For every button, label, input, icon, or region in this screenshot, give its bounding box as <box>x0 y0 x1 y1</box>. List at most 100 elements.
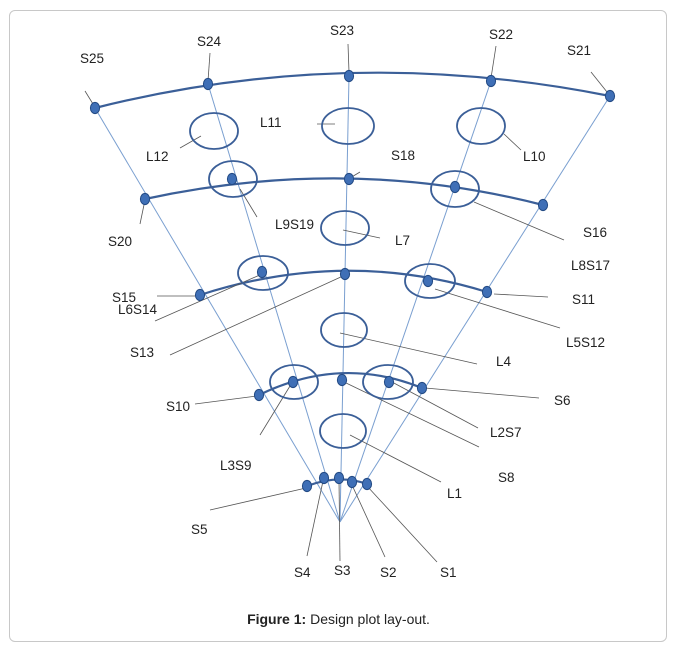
station-point-1 <box>89 101 101 115</box>
leader-line-10 <box>239 188 258 218</box>
station-point-12 <box>256 265 268 279</box>
station-point-24 <box>346 475 358 489</box>
leader-line-15 <box>493 293 549 298</box>
station-label-s25: S25 <box>80 51 104 66</box>
caption-label: Figure 1: <box>247 611 307 627</box>
leader-line-2 <box>207 52 211 82</box>
plot-ellipses <box>189 107 506 449</box>
station-label-s22: S22 <box>489 27 513 42</box>
station-point-2 <box>202 77 214 91</box>
plot-ellipse-8 <box>404 263 456 299</box>
station-point-22 <box>318 471 330 485</box>
diagram-labels: L1 L2S7 L3S9 L4 L5S12 L6S14 L7 L8S17 L9S19 L10 L11… <box>80 23 610 580</box>
leader-line-16 <box>154 273 263 322</box>
station-point-14 <box>422 274 434 288</box>
radial-line-2 <box>339 80 492 523</box>
leader-line-8 <box>503 133 522 151</box>
station-point-16 <box>253 388 265 402</box>
leader-line-23 <box>391 381 479 429</box>
station-label-s5: S5 <box>191 522 208 537</box>
station-point-11 <box>194 288 206 302</box>
leader-line-22 <box>259 385 291 436</box>
station-label-s24: S24 <box>197 34 222 49</box>
figure-caption: Figure 1: Design plot lay-out. <box>0 611 677 627</box>
leader-line-29 <box>366 485 438 563</box>
leader-line-3 <box>347 43 350 73</box>
plot-label-l8s17: L8S17 <box>571 258 610 273</box>
leader-line-21 <box>424 387 540 399</box>
plot-ellipse-10 <box>269 364 319 400</box>
leader-line-5 <box>590 71 608 93</box>
station-label-s20: S20 <box>108 234 132 249</box>
leader-line-17 <box>434 288 561 329</box>
plot-ellipse-1 <box>189 112 239 150</box>
plot-label-l9s19: L9S19 <box>275 217 314 232</box>
station-point-4 <box>485 74 497 88</box>
station-label-s13: S13 <box>130 345 154 360</box>
figure-frame <box>9 10 667 642</box>
station-point-8 <box>343 172 355 186</box>
station-label-s1: S1 <box>440 565 457 580</box>
station-point-13 <box>339 267 351 281</box>
leader-line-7 <box>179 135 202 149</box>
plot-label-l10: L10 <box>523 149 546 164</box>
station-label-s21: S21 <box>567 43 591 58</box>
leader-line-19 <box>339 332 478 365</box>
station-point-18 <box>336 373 348 387</box>
arc-line-2 <box>144 177 544 207</box>
arc-line-4 <box>258 372 423 396</box>
station-label-s8: S8 <box>498 470 515 485</box>
arc-lines <box>94 71 611 488</box>
plot-ellipse-5 <box>430 170 480 208</box>
plot-label-l6s14: L6S14 <box>118 302 158 317</box>
station-point-25 <box>361 477 373 491</box>
plot-ellipse-11 <box>362 364 414 400</box>
plot-ellipse-3 <box>456 107 506 145</box>
station-point-10 <box>537 198 549 212</box>
plot-label-l5s12: L5S12 <box>566 335 605 350</box>
station-label-s23: S23 <box>330 23 354 38</box>
leader-line-20 <box>194 395 258 405</box>
leader-line-27 <box>306 480 324 557</box>
station-point-21 <box>301 479 313 493</box>
plot-label-l12: L12 <box>146 149 169 164</box>
plot-label-l7: L7 <box>395 233 410 248</box>
leader-line-26 <box>209 487 307 511</box>
station-label-s11: S11 <box>572 292 595 307</box>
radial-line-4 <box>207 83 341 523</box>
leader-line-28 <box>351 484 386 558</box>
station-point-7 <box>226 172 238 186</box>
station-label-s18: S18 <box>391 148 415 163</box>
station-point-3 <box>343 69 355 83</box>
leader-line-4 <box>490 45 497 79</box>
plot-label-l1: L1 <box>447 486 462 501</box>
caption-text: Design plot lay-out. <box>310 611 430 627</box>
plot-ellipse-4 <box>208 160 258 198</box>
station-points <box>89 69 616 493</box>
leader-line-11 <box>473 201 565 241</box>
plot-ellipse-6 <box>320 210 370 246</box>
station-point-9 <box>449 180 461 194</box>
station-label-s6: S6 <box>554 393 571 408</box>
leader-line-18 <box>169 275 344 356</box>
plot-label-l11: L11 <box>260 115 282 130</box>
station-label-s15: S15 <box>112 290 136 305</box>
station-point-23 <box>333 471 345 485</box>
station-point-5 <box>604 89 616 103</box>
plot-ellipse-12 <box>319 413 367 449</box>
radial-line-1 <box>339 95 611 523</box>
plot-label-l3s9: L3S9 <box>220 458 252 473</box>
station-point-6 <box>139 192 151 206</box>
station-point-19 <box>383 375 395 389</box>
station-label-s3: S3 <box>334 563 351 578</box>
plot-label-l2s7: L2S7 <box>490 425 522 440</box>
plot-label-l4: L4 <box>496 354 512 369</box>
leader-line-25 <box>349 434 442 483</box>
station-point-20 <box>416 381 428 395</box>
leader-line-13 <box>342 229 381 239</box>
station-label-s10: S10 <box>166 399 190 414</box>
leader-line-30 <box>338 479 341 562</box>
station-label-s2: S2 <box>380 565 397 580</box>
station-label-s4: S4 <box>294 565 311 580</box>
